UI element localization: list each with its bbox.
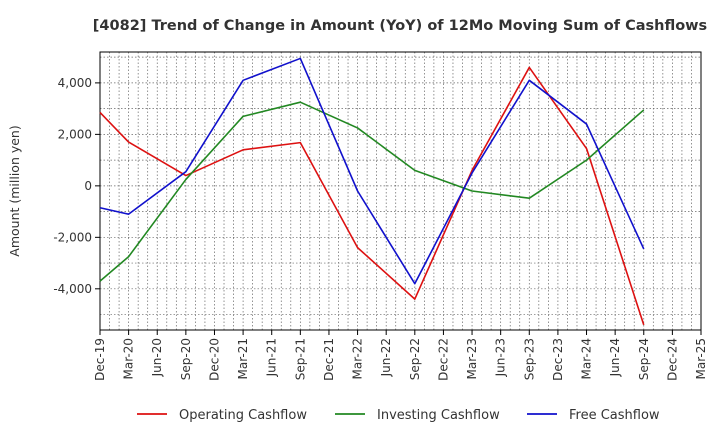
y-tick-label: 0	[84, 179, 92, 193]
x-tick-label: Mar-25	[694, 338, 708, 379]
y-tick-label: -4,000	[53, 282, 92, 296]
x-tick-label: Mar-24	[580, 338, 594, 379]
legend-label: Investing Cashflow	[377, 408, 500, 423]
x-tick-label: Dec-19	[93, 338, 107, 381]
x-tick-label: Dec-22	[436, 338, 450, 381]
x-tick-label: Mar-20	[122, 338, 136, 379]
chart-title: [4082] Trend of Change in Amount (YoY) o…	[93, 18, 707, 34]
x-tick-label: Dec-24	[665, 338, 679, 381]
x-tick-label: Sep-21	[293, 338, 307, 380]
x-tick-label: Jun-21	[265, 338, 279, 377]
legend-label: Operating Cashflow	[179, 408, 307, 423]
series-line-free-cashflow	[99, 57, 645, 285]
x-axis: Dec-19 Mar-20 Jun-20 Sep-20 Dec-20 Mar-21 Jun-…	[93, 330, 708, 381]
legend-label: Free Cashflow	[569, 408, 660, 423]
x-tick-label: Mar-22	[351, 338, 365, 379]
x-tick-label: Jun-20	[150, 338, 164, 377]
x-tick-label: Sep-24	[637, 338, 651, 380]
gridlines	[100, 52, 701, 330]
y-tick-label: 2,000	[58, 127, 92, 141]
y-axis-label: Amount (million yen)	[7, 125, 22, 256]
y-tick-label: -2,000	[53, 230, 92, 244]
x-tick-label: Dec-20	[207, 338, 221, 381]
plot-area	[99, 51, 702, 331]
x-tick-label: Sep-23	[522, 338, 536, 380]
x-tick-label: Sep-20	[179, 338, 193, 380]
legend: Operating Cashflow Investing Cashflow Free…	[137, 408, 660, 423]
x-tick-label: Dec-21	[322, 338, 336, 381]
x-tick-label: Sep-22	[408, 338, 422, 380]
x-tick-label: Jun-22	[379, 338, 393, 377]
x-tick-label: Mar-21	[236, 338, 250, 379]
x-tick-label: Mar-23	[465, 338, 479, 379]
series-lines	[99, 57, 645, 326]
y-axis: -4,000 -2,000 0 2,000 4,000	[53, 76, 100, 296]
y-tick-label: 4,000	[58, 76, 92, 90]
series-line-investing-cashflow	[99, 101, 645, 282]
x-tick-label: Jun-23	[494, 338, 508, 377]
x-tick-label: Dec-23	[551, 338, 565, 381]
x-tick-label: Jun-24	[608, 338, 622, 377]
